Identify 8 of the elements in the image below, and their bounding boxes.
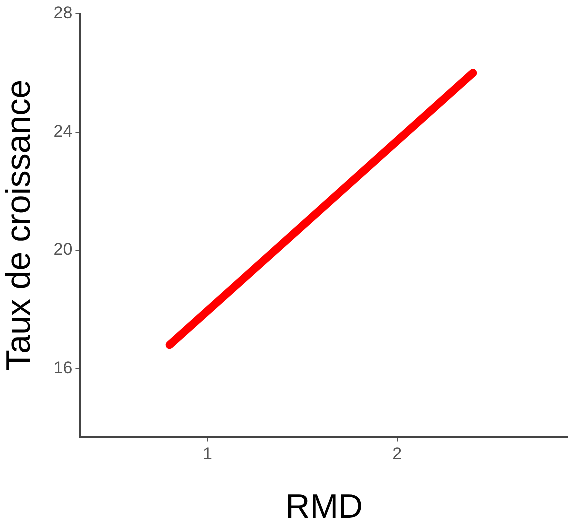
x-tick-label: 2 (392, 444, 402, 464)
x-axis-title: RMD (286, 488, 364, 526)
y-axis-title: Taux de croissance (0, 80, 38, 371)
x-tick-label: 1 (203, 444, 212, 464)
y-tick-label: 20 (54, 240, 73, 260)
y-tick-label: 28 (54, 4, 73, 23)
y-tick-label: 24 (54, 122, 73, 141)
y-tick-label: 16 (54, 358, 73, 378)
